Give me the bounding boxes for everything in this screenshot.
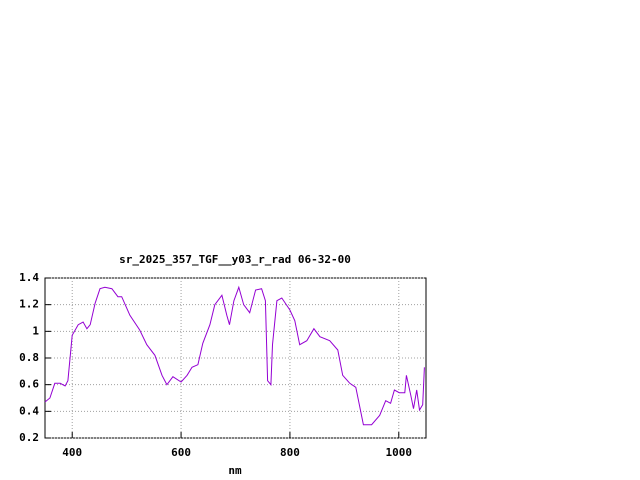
x-axis-label: nm <box>228 464 242 477</box>
x-tick-label: 600 <box>171 446 191 459</box>
chart-title: sr_2025_357_TGF__y03_r_rad 06-32-00 <box>119 253 351 266</box>
y-tick-label: 1.4 <box>19 271 39 284</box>
data-line <box>44 285 425 426</box>
x-tick-label: 800 <box>280 446 300 459</box>
y-tick-label: 1 <box>32 324 39 337</box>
y-tick-label: 0.6 <box>19 378 39 391</box>
y-tick-label: 1.2 <box>19 298 39 311</box>
y-tick-label: 0.2 <box>19 431 39 444</box>
y-tick-label: 0.4 <box>19 404 39 417</box>
x-tick-label: 400 <box>62 446 82 459</box>
y-tick-label: 0.8 <box>19 351 39 364</box>
x-tick-label: 1000 <box>386 446 413 459</box>
